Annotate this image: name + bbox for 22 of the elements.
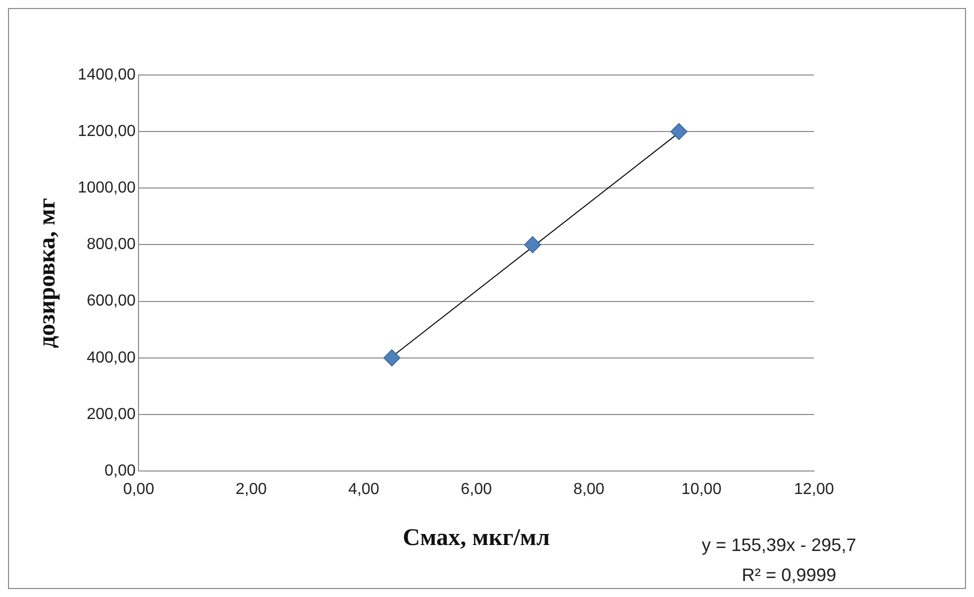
y-tick-label: 0,00 — [104, 462, 136, 480]
text: R² = 0,9999 — [742, 564, 836, 585]
y-tick-label: 1000,00 — [78, 180, 136, 197]
x-tick-label: 2,00 — [236, 481, 267, 498]
x-tick-label: 6,00 — [460, 481, 492, 498]
x-axis-title: Cмах, мкг/мл — [402, 524, 550, 551]
x-tick-label: 10,00 — [681, 481, 722, 498]
point — [383, 349, 400, 366]
y-tick-label: 1200,00 — [78, 122, 136, 140]
point — [670, 123, 688, 140]
y-tick-label: 200,00 — [86, 406, 136, 423]
y-tick-label: 600,00 — [86, 292, 136, 310]
y-axis-title: дозировка, мг — [34, 198, 61, 348]
text: y = 155,39x - 295,7 — [702, 534, 856, 555]
y-tick-label: 400,00 — [86, 349, 136, 366]
y-tick-label: 800,00 — [86, 236, 136, 254]
x-tick-label: 12,00 — [794, 481, 834, 498]
y-tick-label: 1400,00 — [78, 66, 136, 84]
point — [524, 236, 542, 254]
x-tick-label: 4,00 — [348, 481, 380, 498]
x-tick-label: 8,00 — [573, 481, 605, 498]
x-tick-label: 0,00 — [123, 481, 154, 498]
